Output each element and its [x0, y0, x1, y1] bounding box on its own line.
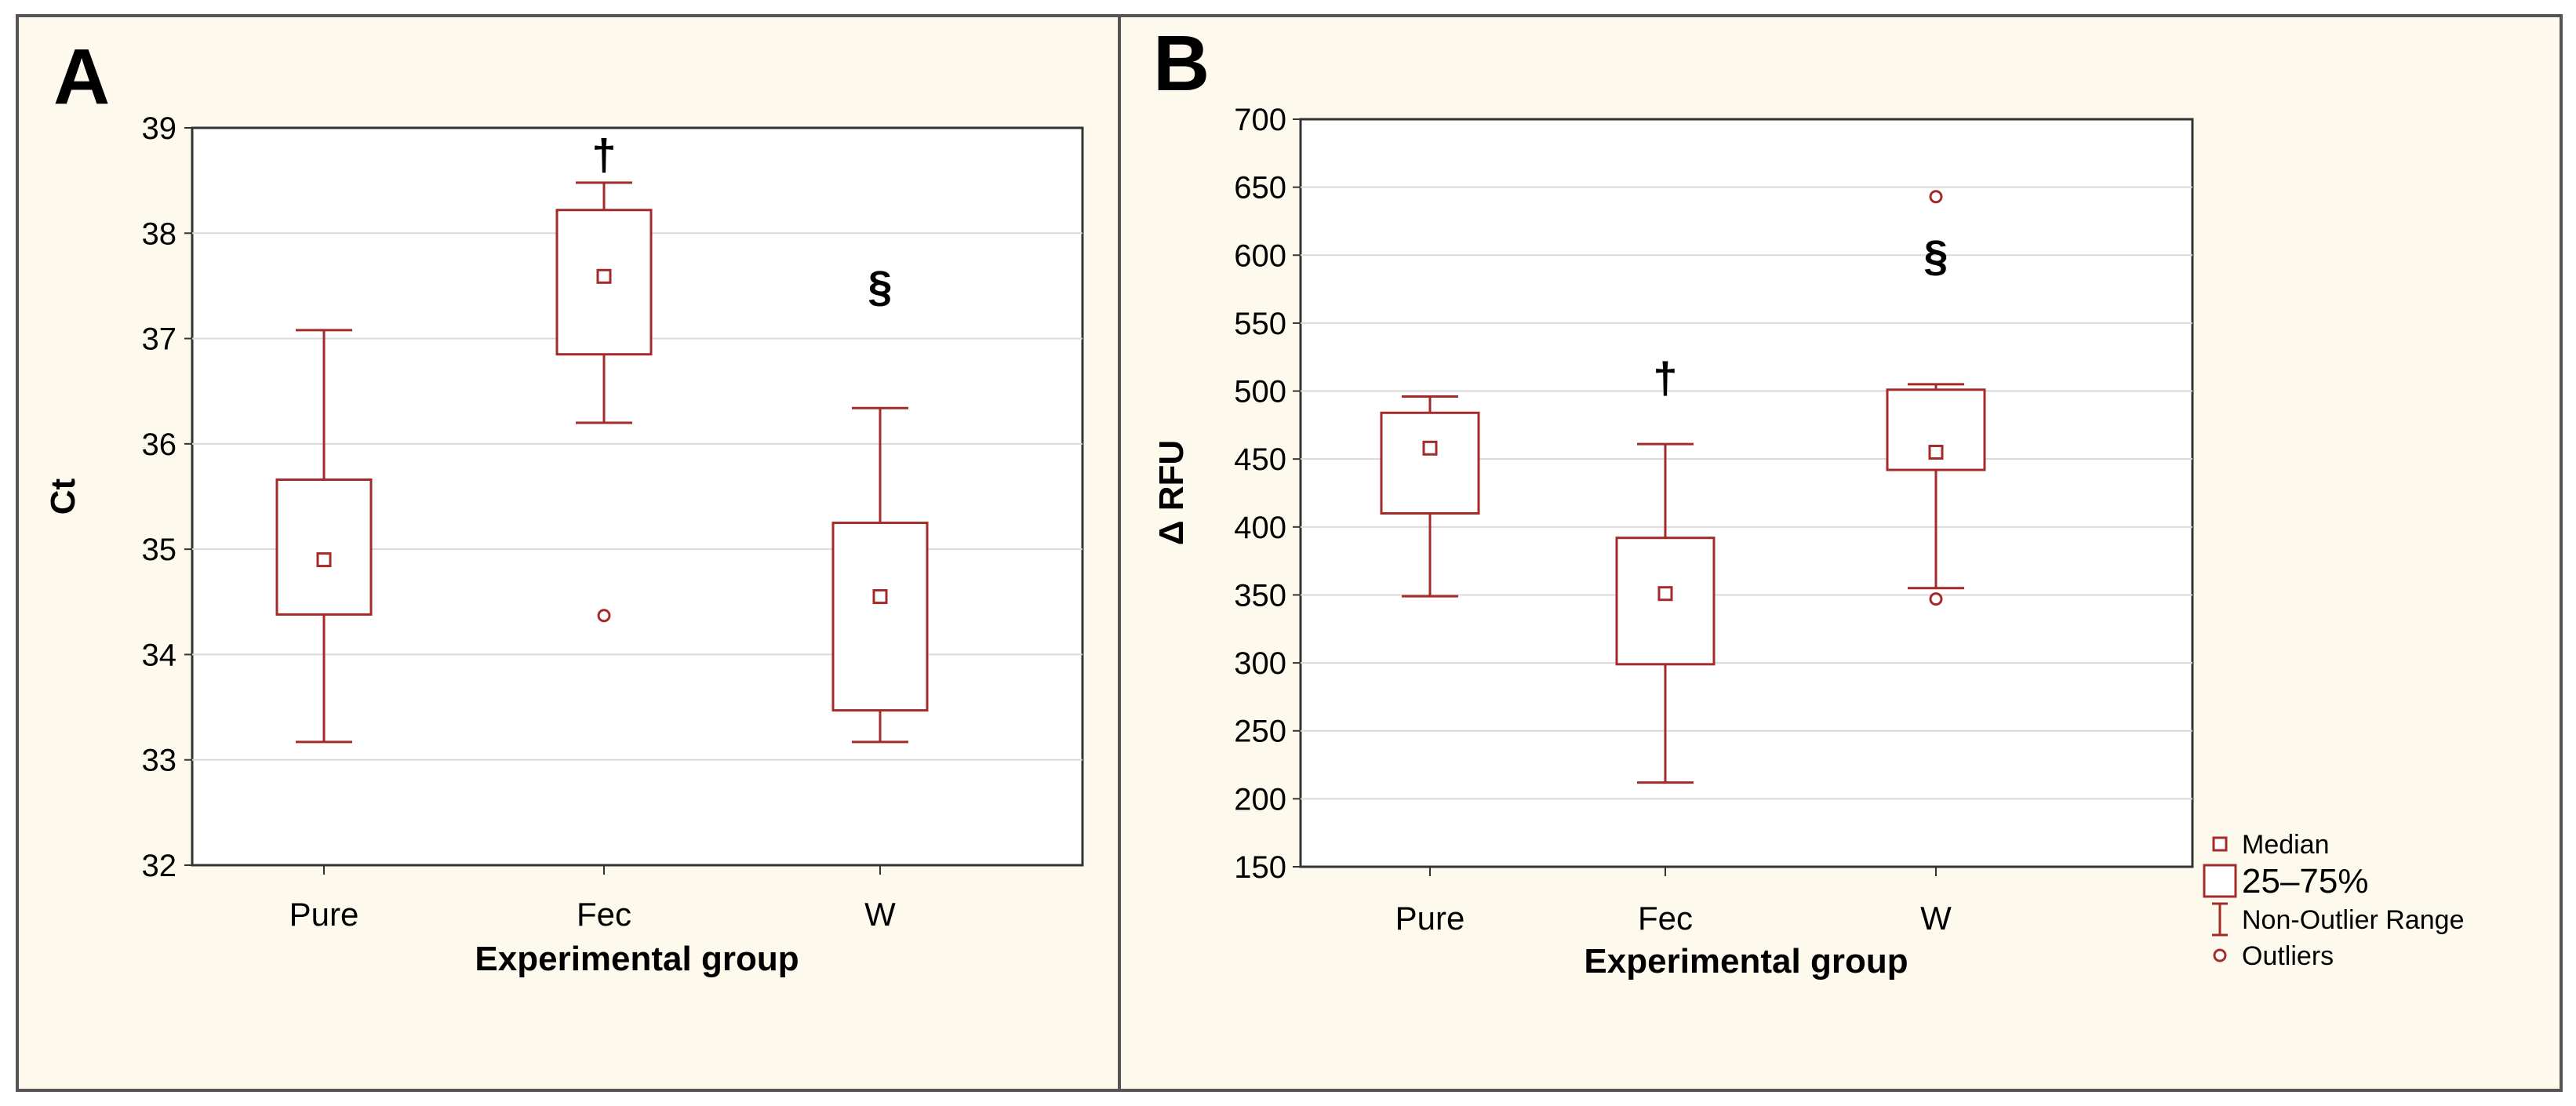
y-tick-label: 650 [1234, 171, 1286, 206]
iqr-box [831, 522, 929, 712]
outlier-point [1929, 592, 1943, 606]
panel-b-x-axis: Pure Fec W [1395, 867, 1952, 937]
panel-b-y-axis-title: Δ RFU [1152, 440, 1191, 545]
y-tick-label: 300 [1234, 646, 1286, 681]
panel-b-y-axis: 150 200 250 300 350 400 450 500 550 600 650 700 [1234, 103, 1301, 885]
legend-swatch [2212, 836, 2228, 852]
legend-label: 25–75% [2242, 862, 2368, 900]
iqr-box [1886, 388, 1986, 471]
x-tick-label: W [864, 896, 896, 933]
y-tick-label: 38 [142, 216, 177, 251]
significance-marker: § [868, 261, 892, 311]
panel-a-label: A [53, 33, 110, 121]
legend-item-whisker: Non-Outlier Range [2212, 902, 2464, 937]
legend-label: Outliers [2242, 941, 2334, 971]
x-tick-label: Pure [1395, 900, 1465, 937]
significance-marker: † [591, 130, 616, 180]
y-tick-label: 32 [142, 849, 177, 883]
panel-b-x-axis-title: Experimental group [1584, 942, 1908, 980]
x-tick-label: Fec [577, 896, 631, 933]
box-b-w [1886, 190, 1986, 606]
x-tick-label: W [1920, 900, 1952, 937]
y-tick-label: 200 [1234, 782, 1286, 817]
y-tick-label: 700 [1234, 103, 1286, 137]
y-tick-label: 500 [1234, 375, 1286, 409]
box-a-w [831, 406, 929, 744]
y-tick-label: 34 [142, 638, 177, 672]
y-tick-label: 37 [142, 322, 177, 357]
y-tick-label: 600 [1234, 238, 1286, 273]
panel-b: B 150 200 250 300 350 400 450 500 550 600 650 700 P… [1118, 14, 2563, 1092]
significance-marker: † [1653, 353, 1677, 402]
box-b-fec [1615, 442, 1716, 784]
median-marker [1422, 440, 1438, 456]
y-tick-label: 39 [142, 111, 177, 146]
box-a-fec [555, 181, 653, 623]
legend-label: Non-Outlier Range [2242, 905, 2464, 935]
panel-b-label: B [1153, 20, 1210, 107]
panel-b-annotations: †§ [1653, 231, 1948, 402]
median-marker [1657, 586, 1673, 602]
box-b-pure [1380, 395, 1480, 598]
y-tick-label: 150 [1234, 850, 1286, 885]
y-tick-label: 33 [142, 744, 177, 778]
iqr-box [1380, 411, 1480, 515]
y-tick-label: 550 [1234, 307, 1286, 341]
panel-a-y-axis: 32 33 34 35 36 37 38 39 [142, 111, 192, 883]
legend-item-box: 25–75% [2203, 862, 2368, 900]
legend-swatch [2213, 948, 2227, 962]
iqr-box [1615, 537, 1716, 666]
significance-marker: § [1923, 231, 1948, 280]
median-marker [596, 268, 612, 284]
legend-swatch [2203, 864, 2237, 898]
legend-item-outlier: Outliers [2213, 941, 2334, 971]
legend-item-median: Median [2212, 830, 2330, 860]
median-marker [316, 552, 332, 568]
iqr-box [275, 478, 373, 616]
panel-a-x-axis: Pure Fec W [289, 865, 896, 933]
x-tick-label: Pure [289, 896, 359, 933]
y-tick-label: 250 [1234, 715, 1286, 749]
outlier-point [1929, 190, 1943, 204]
outlier-point [597, 609, 611, 623]
y-tick-label: 450 [1234, 442, 1286, 477]
y-tick-label: 36 [142, 427, 177, 462]
y-tick-label: 35 [142, 533, 177, 567]
panel-a-annotations: †§ [591, 130, 892, 311]
panel-a-boxes [275, 181, 929, 744]
x-tick-label: Fec [1638, 900, 1693, 937]
panel-a-y-axis-title: Ct [44, 478, 82, 515]
panel-a-x-axis-title: Experimental group [475, 940, 799, 978]
median-marker [1928, 445, 1944, 460]
legend-label: Median [2242, 830, 2330, 860]
median-marker [872, 589, 888, 605]
y-tick-label: 400 [1234, 511, 1286, 545]
y-tick-label: 350 [1234, 578, 1286, 613]
box-a-pure [275, 329, 373, 744]
panel-b-boxes [1380, 190, 1986, 784]
